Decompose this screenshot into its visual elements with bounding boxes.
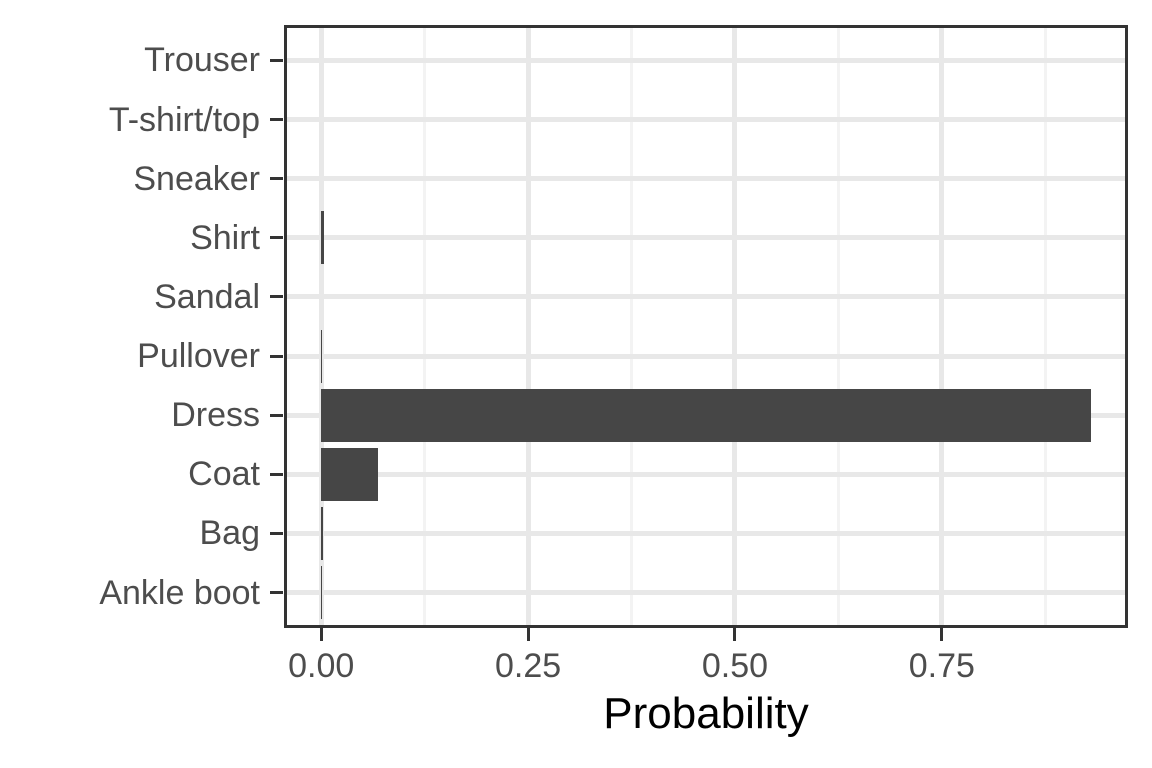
x-tick-mark (526, 628, 530, 641)
y-tick-label: Shirt (190, 218, 260, 257)
minor-gridline (423, 25, 427, 628)
y-tick-mark (270, 472, 283, 476)
x-tick-mark (319, 628, 323, 641)
y-tick-label: Sandal (154, 277, 260, 316)
major-gridline (284, 353, 1128, 359)
minor-gridline (630, 25, 634, 628)
bar-pullover (321, 329, 323, 383)
bar-dress (321, 388, 1091, 442)
y-tick-mark (270, 591, 283, 595)
y-tick-mark (270, 295, 283, 299)
y-tick-label: Sneaker (133, 159, 260, 198)
major-gridline (284, 471, 1128, 477)
x-tick-label: 0.00 (288, 647, 355, 685)
bar-coat (321, 447, 378, 501)
y-tick-label: Ankle boot (99, 573, 260, 612)
bar-bag (321, 506, 323, 560)
major-gridline (318, 25, 324, 628)
major-gridline (284, 294, 1128, 300)
major-gridline (732, 25, 738, 628)
major-gridline (284, 235, 1128, 241)
major-gridline (284, 176, 1128, 182)
minor-gridline (1043, 25, 1047, 628)
y-tick-label: Pullover (137, 337, 260, 376)
x-tick-label: 0.25 (495, 647, 562, 685)
x-tick-label: 0.50 (701, 647, 769, 685)
y-tick-mark (270, 236, 283, 240)
bar-shirt (321, 211, 324, 265)
bar-ankle-boot (321, 566, 323, 620)
x-tick-mark (940, 628, 944, 641)
y-tick-mark (270, 413, 283, 417)
y-tick-label: Trouser (144, 41, 260, 80)
y-tick-mark (270, 531, 283, 535)
major-gridline (939, 25, 945, 628)
y-tick-label: Coat (188, 455, 260, 494)
minor-gridline (836, 25, 840, 628)
y-tick-mark (270, 118, 283, 122)
x-axis-title: Probability (603, 689, 809, 738)
x-tick-mark (733, 628, 737, 641)
y-tick-label: Bag (199, 514, 261, 553)
y-tick-label: T-shirt/top (108, 100, 260, 139)
major-gridline (284, 117, 1128, 123)
major-gridline (525, 25, 531, 628)
major-gridline (284, 590, 1128, 596)
y-tick-mark (270, 177, 283, 181)
major-gridline (284, 57, 1128, 63)
y-tick-mark (270, 58, 283, 62)
x-tick-label: 0.75 (908, 647, 975, 685)
y-tick-label: Dress (171, 396, 260, 435)
plot-panel (284, 25, 1128, 628)
y-tick-mark (270, 354, 283, 358)
major-gridline (284, 530, 1128, 536)
